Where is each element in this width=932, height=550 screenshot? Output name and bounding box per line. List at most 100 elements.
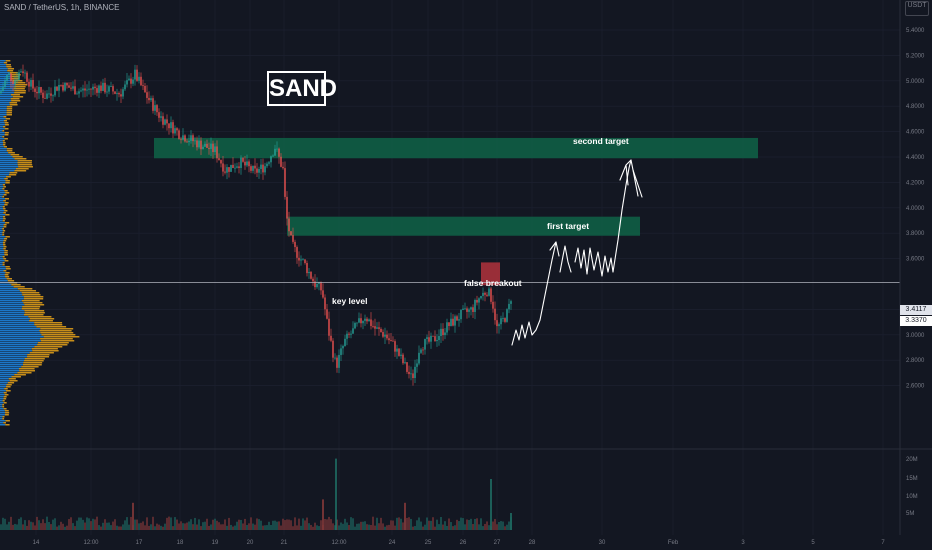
candle-body [56,86,58,91]
profile-bar-sell [2,196,5,198]
candle-body [170,122,172,129]
candle [442,323,444,341]
volume-bar [216,520,218,530]
candle [20,68,22,73]
profile-bar-sell [2,256,5,258]
profile-bar-buy [0,240,4,242]
volume-bar [92,518,94,530]
profile-bar-buy [0,194,4,196]
profile-bar-sell [2,188,5,190]
candle-body [42,92,44,98]
profile-bar-buy [0,214,6,216]
volume-bar [28,520,30,530]
volume-bar [390,520,392,530]
profile-bar-sell [23,296,44,298]
volume-bar [202,522,204,530]
profile-bar-sell [5,192,10,194]
volume-bar [42,519,44,530]
volume-bar [344,518,346,530]
volume-bar [270,524,272,530]
candle-body [414,366,416,379]
profile-bar-buy [0,196,3,198]
profile-bar-buy [0,136,3,138]
profile-bar-sell [2,216,6,218]
candle [54,79,56,98]
candle-body [352,328,354,334]
candle-body [14,80,16,85]
candle-body [356,322,358,324]
candle [366,316,368,325]
candle-body [102,82,104,91]
candle-body [114,91,116,94]
candle-body [198,140,200,148]
price-tick: 5.0000 [906,79,925,85]
profile-bar-sell [10,94,20,96]
profile-bar-sell [3,212,6,214]
volume-bar [302,518,304,530]
candle [74,79,76,95]
profile-bar-sell [17,288,33,290]
candle-body [184,135,186,142]
profile-bar-sell [14,92,26,94]
candle-body [292,235,294,242]
profile-bar-buy [0,140,3,142]
candle [368,318,370,322]
profile-bar-buy [0,152,9,154]
candle-body [234,167,236,169]
candle [44,90,46,99]
candle [318,281,320,291]
candle-body [206,143,208,148]
candle [474,298,476,320]
candle [326,304,328,320]
candle [480,295,482,300]
profile-bar-sell [3,218,6,220]
profile-bar-buy [0,290,20,292]
profile-bar-buy [0,154,11,156]
candle-body [328,318,330,336]
candle [360,313,362,328]
candle-body [254,165,256,169]
profile-bar-buy [0,70,8,72]
profile-bar-sell [17,162,32,164]
volume-bar [440,516,442,530]
price-axis: 5.4000 5.2000 5.0000 4.8000 4.6000 4.4000 4.20… [906,28,925,390]
candle-body [344,338,346,347]
profile-bar-sell [4,388,8,390]
price-tick: 5.4000 [906,28,925,34]
candle [272,154,274,158]
candle-body [350,333,352,335]
candle-body [442,328,444,336]
candle-body [32,80,34,89]
profile-bar-buy [0,90,15,92]
profile-bar-buy [0,66,7,68]
candle [406,362,408,374]
candle-body [120,94,122,97]
candle-body [68,85,70,88]
candle-body [510,301,512,304]
candle [130,73,132,89]
profile-bar-sell [3,248,6,250]
candle-body [428,337,430,342]
profile-bar-sell [15,84,28,86]
candle [264,162,266,176]
currency-badge[interactable]: USDT [905,1,929,16]
candle [170,116,172,133]
profile-bar-sell [18,166,33,168]
profile-bar-buy [0,228,3,230]
volume-bar [360,521,362,530]
volume-bar [450,522,452,530]
false-breakout-zone [481,262,500,286]
candle-body [10,73,12,82]
candle [220,159,222,168]
time-axis: 14 12:00 17 18 19 20 21 12:00 24 25 26 27 28 30 Feb 3 5 7 [33,540,886,546]
candle [100,81,102,94]
candle-body [248,161,250,167]
profile-bar-buy [0,108,7,110]
profile-bar-sell [21,292,40,294]
candle [230,164,232,172]
profile-bar-buy [0,76,11,78]
candle [228,167,230,178]
volume-bar [150,524,152,530]
time-tick: 26 [460,540,467,546]
